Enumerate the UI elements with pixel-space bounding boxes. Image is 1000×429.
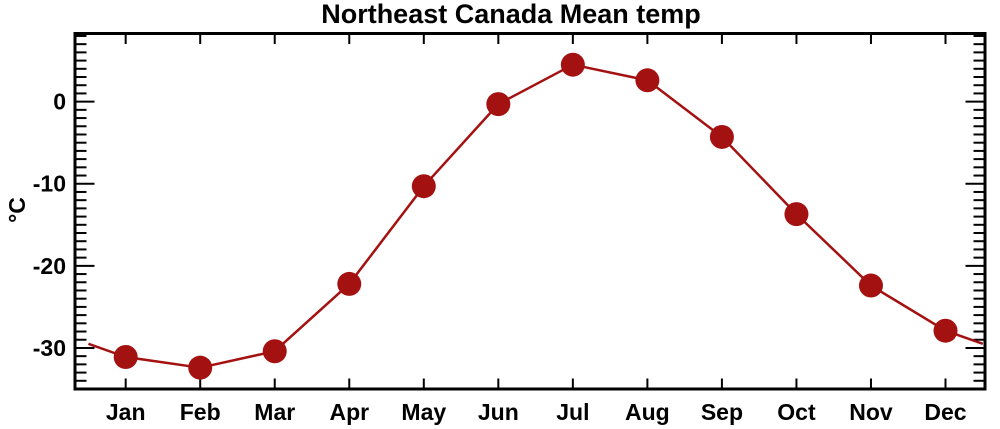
y-tick-label: 0 [53, 89, 66, 115]
x-tick-label: Aug [625, 399, 670, 425]
chart-title: Northeast Canada Mean temp [321, 0, 701, 29]
data-point-mar [262, 339, 287, 364]
data-point-sep [709, 124, 734, 149]
data-point-apr [337, 271, 362, 296]
data-point-aug [635, 68, 660, 93]
x-tick-label: Sep [701, 399, 743, 425]
data-point-jan [113, 344, 138, 369]
data-line [87, 63, 984, 369]
x-tick-label: Oct [777, 399, 816, 425]
x-tick-label: May [401, 399, 446, 425]
data-point-dec [933, 318, 958, 343]
y-tick-label: -10 [33, 171, 66, 197]
data-point-nov [858, 273, 883, 298]
data-point-may [411, 174, 436, 199]
x-tick-label: Mar [254, 399, 295, 425]
x-tick-label: Dec [924, 399, 966, 425]
x-tick-label: Jul [556, 399, 589, 425]
x-tick-label: Apr [329, 399, 369, 425]
x-tick-label: Feb [180, 399, 221, 425]
x-tick-label: Jun [478, 399, 519, 425]
data-point-jun [486, 92, 511, 117]
y-tick-label: -30 [33, 335, 66, 361]
x-tick-label: Nov [849, 399, 893, 425]
data-point-oct [784, 202, 809, 227]
data-point-jul [560, 52, 585, 77]
data-point-feb [188, 355, 213, 380]
plot-frame [73, 32, 987, 391]
y-tick-label: -20 [33, 253, 66, 279]
x-tick-label: Jan [106, 399, 146, 425]
